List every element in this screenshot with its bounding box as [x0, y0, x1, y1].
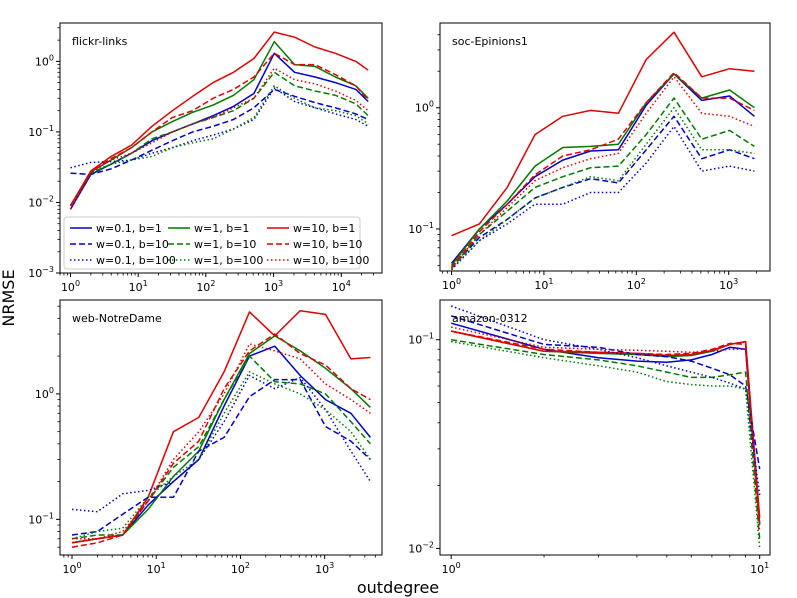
series-line-w=0.1, b=10: [71, 378, 371, 536]
series-line-w=0.1, b=100: [70, 87, 369, 169]
series-line-w=1, b=10: [69, 71, 369, 207]
legend-label: w=1, b=10: [194, 238, 256, 251]
y-tick-label: 100: [35, 53, 54, 68]
series-line-w=10, b=1: [451, 330, 761, 518]
x-tick-label: 100: [442, 277, 461, 292]
series-line-w=1, b=10: [450, 97, 755, 270]
x-tick-label: 100: [442, 561, 461, 576]
series-line-w=1, b=100: [69, 85, 369, 210]
series-group: [71, 309, 372, 548]
x-tick-label: 101: [534, 277, 553, 292]
panel-web-NotreDame: 100 101 102 103 10−1 100 web-NotreDame: [28, 299, 383, 576]
legend-label: w=0.1, b=100: [96, 254, 176, 267]
series-line-w=10, b=100: [451, 326, 761, 532]
panel-title: flickr-links: [72, 35, 128, 48]
series-line-w=0.1, b=100: [450, 125, 755, 271]
series-line-w=1, b=10: [451, 338, 761, 540]
y-tick-label: 10−2: [408, 540, 434, 555]
y-tick-label: 10−1: [28, 124, 54, 139]
x-tick-label: 100: [61, 279, 80, 294]
legend-label: w=0.1, b=10: [96, 238, 169, 251]
y-tick-label: 10−3: [28, 265, 54, 280]
panel-soc-Epinions1: 100 101 102 103 10−1 100 soc-Epinions1: [408, 22, 771, 292]
x-tick-label: 101: [147, 561, 166, 576]
legend-label: w=1, b=1: [194, 222, 249, 235]
panel-amazon-0312: 100 101 10−2 10−1 amazon-0312: [408, 299, 771, 576]
x-tick-label: 103: [719, 277, 738, 292]
legend-box: [63, 216, 361, 270]
series-line-w=1, b=100: [450, 106, 755, 270]
x-axis-title: outdegree: [357, 578, 439, 597]
legend-label: w=1, b=100: [194, 254, 263, 267]
x-tick-label: 100: [62, 561, 81, 576]
series-group: [69, 31, 369, 210]
axes-frame: [439, 299, 771, 556]
series-group: [450, 31, 755, 271]
series-line-w=10, b=1: [69, 31, 369, 207]
y-tick-label: 100: [415, 100, 434, 115]
x-tick-label: 101: [129, 279, 148, 294]
series-line-w=0.1, b=100: [71, 374, 372, 513]
y-tick-label: 10−1: [28, 511, 54, 526]
x-tick-label: 103: [264, 279, 283, 294]
series-line-w=1, b=10: [71, 355, 371, 540]
legend-label: w=10, b=1: [293, 222, 355, 235]
x-tick-label: 102: [627, 277, 646, 292]
panel-flickr-links: 100 101 102 103 104 10−3 10−2 10−1 100 flickr-lin…: [28, 22, 383, 294]
x-tick-label: 101: [750, 561, 769, 576]
legend-label: w=0.1, b=1: [96, 222, 162, 235]
x-tick-label: 104: [332, 279, 351, 294]
y-tick-label: 10−1: [408, 332, 434, 347]
series-line-w=10, b=10: [451, 330, 761, 525]
y-axis-title: NRMSE: [0, 269, 18, 326]
legend: w=0.1, b=1 w=0.1, b=10 w=0.1, b=100 w=1, b=…: [63, 216, 369, 270]
series-line-w=0.1, b=1: [450, 322, 761, 525]
x-tick-label: 103: [315, 561, 334, 576]
legend-label: w=10, b=100: [293, 254, 369, 267]
x-tick-label: 102: [196, 279, 215, 294]
legend-label: w=10, b=10: [293, 238, 362, 251]
series-line-w=10, b=10: [450, 71, 755, 269]
y-tick-label: 100: [35, 386, 54, 401]
panel-title: soc-Epinions1: [452, 35, 528, 48]
x-tick-label: 102: [231, 561, 250, 576]
series-line-w=0.1, b=1: [450, 73, 755, 264]
axes-frame: [59, 299, 383, 556]
y-tick-label: 10−1: [408, 221, 434, 236]
series-line-w=10, b=1: [451, 31, 755, 237]
series-line-w=0.1, b=100: [450, 305, 761, 496]
series-line-w=10, b=100: [69, 67, 369, 210]
panel-title: amazon-0312: [452, 312, 528, 325]
series-line-w=0.1, b=10: [70, 88, 369, 176]
series-group: [450, 305, 761, 549]
series-line-w=10, b=10: [69, 52, 369, 207]
y-tick-label: 10−2: [28, 194, 54, 209]
axes-frame: [439, 22, 771, 272]
axes-frame: [59, 22, 383, 274]
panel-title: web-NotreDame: [72, 312, 162, 325]
